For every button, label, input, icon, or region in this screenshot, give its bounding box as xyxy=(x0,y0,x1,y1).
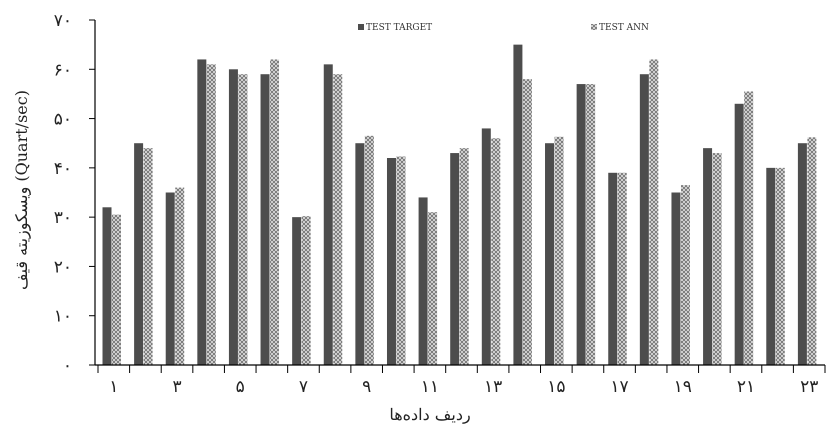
bar-test-target-5 xyxy=(228,69,238,365)
legend-swatch xyxy=(358,24,364,30)
y-tick-label: ١٠ xyxy=(54,307,72,327)
x-tick-label: ٢١ xyxy=(737,377,755,397)
y-tick-label: ٠ xyxy=(63,356,72,376)
bar-test-target-9 xyxy=(355,143,365,365)
y-tick-label: ۶٠ xyxy=(54,60,72,80)
bar-test-target-15 xyxy=(545,143,555,365)
y-tick-label: ٧٠ xyxy=(54,11,72,31)
bar-test-ann-21 xyxy=(744,91,754,366)
bar-test-target-22 xyxy=(766,167,776,365)
x-tick-label: ١۵ xyxy=(547,377,565,397)
legend-swatch xyxy=(591,24,597,30)
legend: TEST TARGET TEST ANN xyxy=(358,23,649,33)
y-tick-label: ۵٠ xyxy=(54,110,72,130)
bar-test-ann-23 xyxy=(807,137,817,365)
bar-test-ann-4 xyxy=(206,64,216,366)
x-tick-label: ۵ xyxy=(236,377,245,397)
bar-test-ann-8 xyxy=(333,74,343,366)
bar-test-target-13 xyxy=(481,128,491,365)
x-tick-label: ٩ xyxy=(362,377,371,397)
legend-label: TEST ANN xyxy=(599,23,649,33)
bar-test-target-23 xyxy=(797,143,807,365)
x-tick-label: ١٣ xyxy=(484,377,502,397)
legend-label: TEST TARGET xyxy=(366,23,432,33)
bar-test-target-11 xyxy=(418,197,428,365)
bar-test-ann-11 xyxy=(428,212,438,365)
bar-test-ann-19 xyxy=(680,185,690,365)
bar-test-target-10 xyxy=(386,158,396,365)
bar-test-target-18 xyxy=(639,74,649,366)
bar-test-target-1 xyxy=(102,207,112,365)
bar-test-ann-16 xyxy=(586,84,596,365)
bar-test-ann-5 xyxy=(238,74,248,366)
bar-test-target-6 xyxy=(260,74,270,366)
bar-test-target-19 xyxy=(671,192,681,365)
bar-test-target-12 xyxy=(450,153,460,365)
y-axis-title: ویسکوزیته قیف (Quart/sec) xyxy=(12,90,31,290)
bar-test-ann-3 xyxy=(175,187,185,365)
x-tick-label: ٧ xyxy=(299,377,308,397)
bar-test-target-17 xyxy=(608,172,618,365)
bar-test-target-2 xyxy=(134,143,144,365)
bar-test-target-14 xyxy=(513,44,523,365)
bar-test-ann-20 xyxy=(712,153,722,365)
y-tick-label: ٣٠ xyxy=(54,208,72,228)
bar-test-target-20 xyxy=(703,148,713,365)
bar-test-ann-7 xyxy=(301,216,311,365)
x-tick-label: ٢٣ xyxy=(800,377,818,397)
y-tick-label: ٢٠ xyxy=(54,257,72,277)
y-tick-label: ۴٠ xyxy=(54,159,72,179)
x-tick-label: ١١ xyxy=(421,377,439,397)
bar-test-target-7 xyxy=(292,217,302,365)
bar-test-ann-18 xyxy=(649,59,659,366)
x-axis-title: ردیف داده‌ها xyxy=(389,405,470,424)
bar-test-ann-22 xyxy=(775,167,785,365)
bars-layer xyxy=(102,44,817,366)
bar-test-ann-2 xyxy=(143,148,153,365)
x-tick-label: ١٩ xyxy=(674,377,692,397)
bar-test-ann-9 xyxy=(364,135,374,365)
bar-test-target-21 xyxy=(734,103,744,365)
bar-test-ann-17 xyxy=(617,172,627,365)
bar-test-ann-14 xyxy=(522,79,532,365)
bar-test-target-3 xyxy=(165,192,175,365)
bar-test-target-8 xyxy=(323,64,333,366)
bar-test-target-16 xyxy=(576,84,586,365)
bar-test-target-4 xyxy=(197,59,207,366)
bar-test-ann-1 xyxy=(112,214,121,365)
bar-test-ann-10 xyxy=(396,156,406,365)
x-tick-label: ٣ xyxy=(172,377,181,397)
bar-test-ann-12 xyxy=(459,148,469,365)
x-tick-label: ١ xyxy=(109,377,118,397)
x-tick-label: ١٧ xyxy=(610,377,628,397)
bar-test-ann-13 xyxy=(491,138,501,365)
bar-test-ann-6 xyxy=(270,59,280,366)
bar-test-ann-15 xyxy=(554,136,564,365)
